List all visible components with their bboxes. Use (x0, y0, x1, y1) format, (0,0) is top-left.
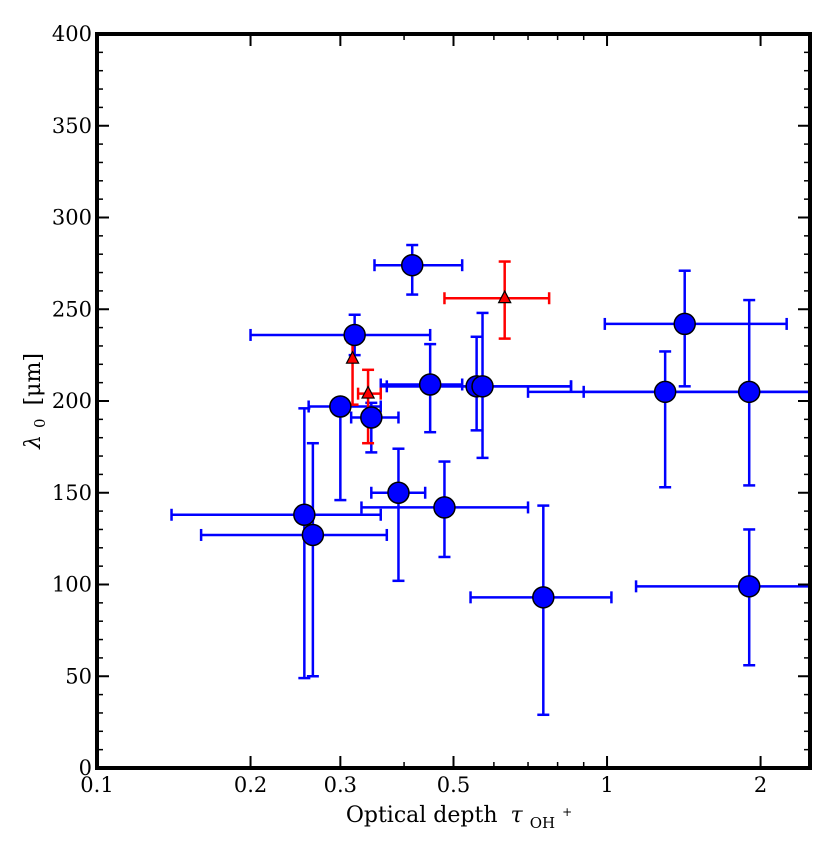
x-tick-label: 0.5 (437, 773, 470, 797)
data-point-circle (301, 523, 325, 547)
y-axis-label-symbol: λ (21, 435, 46, 450)
blue-circles-errorbar (634, 528, 812, 667)
blue-circles-errorbar (249, 313, 432, 357)
y-tick-label: 50 (65, 664, 92, 688)
red-triangles-errorbar (443, 260, 551, 340)
y-axis-label-unit: [μm] (21, 353, 46, 405)
data-point-circle (673, 312, 696, 336)
y-tick-label: 250 (52, 297, 92, 321)
x-tick-label: 2 (754, 773, 767, 797)
data-point-circle (387, 481, 410, 504)
blue-circles-errorbar (603, 269, 788, 388)
data-point-circle (737, 380, 761, 404)
plot-frame (95, 32, 812, 770)
x-tick-label: 0.2 (234, 773, 267, 797)
blue-circles-errorbar (170, 407, 382, 680)
data-point-triangle (497, 289, 512, 304)
y-axis-label-subscript: 0 (31, 418, 49, 428)
blue-circles-errorbar (526, 350, 812, 489)
x-axis-label-superscript: + (562, 805, 572, 819)
tick-labels-layer: 0 50 100 150 200 250 300 350 400 0.1 0.2 0.3 0.5 1 2 (52, 22, 767, 797)
x-axis-label: Optical depth τ OH + (346, 803, 572, 834)
y-tick-label: 300 (52, 206, 92, 230)
x-axis-label-subscript: OH (530, 814, 555, 832)
error-bars-layer (170, 243, 812, 717)
ticks-layer (96, 33, 810, 769)
y-tick-label: 150 (52, 481, 92, 505)
data-point-circle (737, 575, 761, 598)
y-tick-label: 350 (52, 114, 92, 138)
red-triangles-errorbar (356, 368, 382, 445)
data-point-circle (400, 253, 424, 277)
y-tick-label: 0 (79, 756, 92, 780)
x-tick-label: 1 (600, 773, 613, 797)
x-tick-label: 0.3 (324, 773, 357, 797)
data-point-circle (293, 503, 316, 527)
data-point-circle (471, 375, 494, 398)
data-point-circle (433, 496, 456, 519)
blue-circles-errorbar (469, 504, 613, 717)
data-point-circle (532, 586, 555, 609)
data-point-circle (360, 406, 383, 429)
data-point-circle (329, 395, 352, 418)
blue-circles-errorbar (199, 441, 389, 678)
data-point-triangle (361, 385, 376, 399)
y-tick-label: 200 (52, 389, 92, 413)
data-point-circle (418, 373, 442, 396)
x-axis-label-symbol: τ (511, 803, 524, 828)
markers-layer (293, 253, 761, 609)
blue-circles-errorbar (582, 298, 812, 487)
y-axis-label: λ 0 [μm] (21, 353, 51, 450)
data-point-circle (343, 323, 366, 347)
data-point-circle (653, 380, 677, 404)
y-tick-label: 400 (52, 22, 92, 46)
x-tick-label: 0.1 (80, 773, 113, 797)
y-tick-label: 100 (52, 573, 92, 597)
x-axis-label-text: Optical depth (346, 803, 498, 828)
data-point-triangle (345, 350, 360, 364)
